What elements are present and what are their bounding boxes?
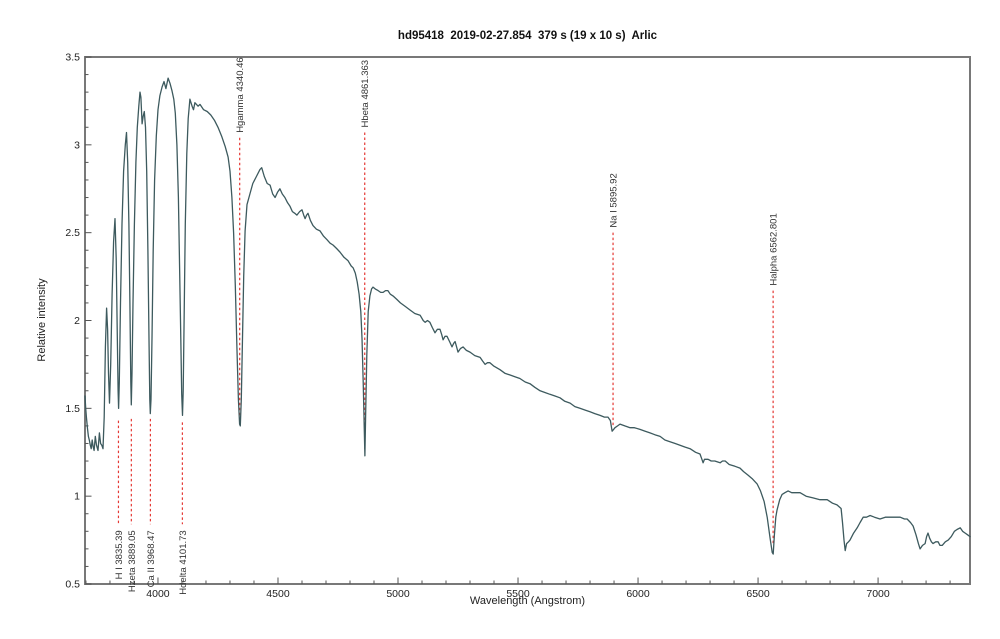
annotation-na-i-5895-92: Na I 5895.92 [609, 173, 620, 426]
annotation-halpha-6562-801: Halpha 6562.801 [769, 213, 780, 546]
spectrum-curve [84, 77, 971, 555]
axes: 4000 4500 5000 5500 6000 6500 7000 0.5 1 1.5 2 2.5 3… [65, 52, 971, 600]
annotation-label: H I 3835.39 [114, 530, 125, 579]
annotation-hzeta-3889-05: Hzeta 3889.05 [127, 418, 138, 592]
annotation-label: Hzeta 3889.05 [127, 530, 138, 592]
x-tick-label: 7000 [866, 588, 890, 600]
annotation-h-i-3835-39: H I 3835.39 [114, 420, 125, 579]
x-axis-title: Wavelength (Angstrom) [469, 595, 586, 607]
annotation-ca-ii-3968-47: Ca II 3968.47 [146, 418, 157, 587]
x-tick-label: 4500 [266, 588, 290, 600]
x-tick-label: 5500 [506, 588, 530, 600]
annotation-label: Ca II 3968.47 [146, 530, 157, 587]
annotation-label: Hgamma 4340.46 [235, 57, 246, 133]
annotation-hdelta-4101-73: Hdelta 4101.73 [178, 422, 189, 595]
annotation-label: Halpha 6562.801 [769, 213, 780, 285]
annotation-hbeta-4861-363: Hbeta 4861.363 [360, 60, 371, 449]
y-tick-label: 1.5 [65, 403, 80, 415]
annotation-label: Hdelta 4101.73 [178, 530, 189, 594]
annotation-hgamma-4340-46: Hgamma 4340.46 [235, 57, 246, 419]
spectral-line-annotations: H I 3835.39 Hzeta 3889.05 Ca II 3968.47 Hde… [114, 57, 780, 594]
x-tick-label: 6000 [626, 588, 650, 600]
x-tick-label: 5000 [386, 588, 410, 600]
y-tick-label: 0.5 [65, 579, 80, 591]
annotation-label: Hbeta 4861.363 [360, 60, 371, 128]
x-tick-label: 4000 [146, 588, 170, 600]
y-tick-label: 1 [74, 491, 80, 503]
chart-title: hd95418 2019-02-27.854 379 s (19 x 10 s)… [397, 30, 658, 42]
spectrum-polyline [84, 77, 971, 555]
y-tick-label: 3 [74, 139, 80, 151]
y-tick-label: 2.5 [65, 227, 80, 239]
x-tick-label: 6500 [746, 588, 770, 600]
y-tick-label: 2 [74, 315, 80, 327]
annotation-label: Na I 5895.92 [609, 173, 620, 227]
y-tick-label: 3.5 [65, 52, 80, 64]
